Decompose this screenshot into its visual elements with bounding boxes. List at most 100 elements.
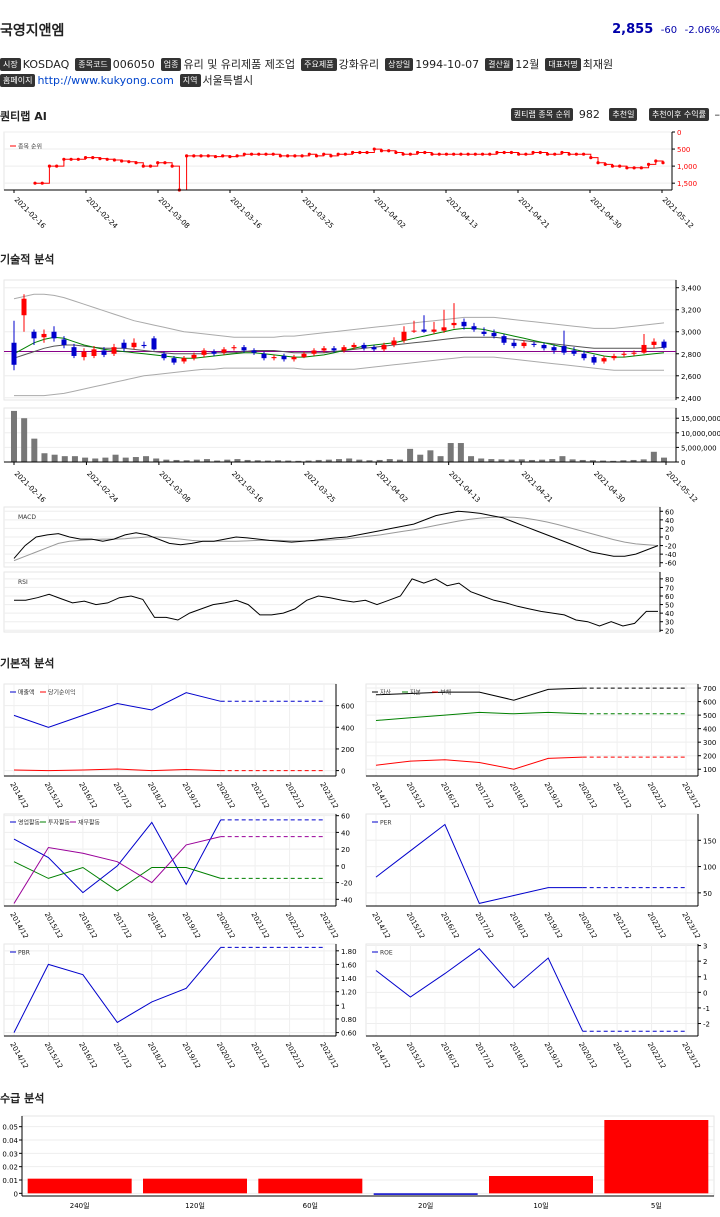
info1-value-4: 1994-10-07 bbox=[415, 58, 480, 71]
rank-point-50 bbox=[394, 150, 398, 155]
candle-body-31 bbox=[321, 348, 327, 351]
section-title-ai: 퀀티랩 AI bbox=[0, 110, 47, 123]
volume-bar-44 bbox=[457, 443, 464, 462]
roe-xlabel-1: 2015/12 bbox=[405, 1041, 426, 1068]
info-row-2: 홈페이지 http://www.kukyong.com 지역 서울특별시 bbox=[0, 72, 720, 88]
rank-point-9 bbox=[98, 157, 102, 161]
cashflow-xlabel-9: 2023/12 bbox=[318, 911, 339, 938]
assets-xlabel-4: 2018/12 bbox=[508, 781, 529, 808]
supply-ylabel-2: 0.02 bbox=[2, 1164, 18, 1172]
volume-bar-27 bbox=[285, 460, 292, 462]
sales-ylabel-2: 400 bbox=[341, 724, 354, 732]
pbr-xlabel-5: 2019/12 bbox=[180, 1041, 201, 1068]
pbr-xlabel-9: 2023/12 bbox=[318, 1041, 339, 1068]
roe-xlabel-8: 2022/12 bbox=[646, 1041, 667, 1068]
rank-point-39 bbox=[314, 154, 319, 158]
candle-body-50 bbox=[511, 342, 517, 347]
candle-body-57 bbox=[581, 353, 587, 359]
rank-point-44 bbox=[351, 150, 355, 155]
macd-ylabel-6: 60 bbox=[665, 508, 674, 516]
rank-point-63 bbox=[488, 152, 492, 156]
pbr-xlabel-7: 2021/12 bbox=[249, 1041, 270, 1068]
rank-point-28 bbox=[235, 154, 239, 158]
candle-body-55 bbox=[561, 346, 567, 353]
rank-point-45 bbox=[358, 150, 362, 155]
sales-xlabel-8: 2022/12 bbox=[284, 781, 305, 808]
candle-body-32 bbox=[331, 348, 337, 351]
volume-bar-51 bbox=[528, 459, 535, 462]
volume-bar-61 bbox=[630, 459, 637, 462]
volume-bar-57 bbox=[589, 460, 596, 462]
volume-bar-0 bbox=[11, 410, 17, 462]
assets-ylabel-5: 600 bbox=[703, 699, 716, 707]
candle-body-41 bbox=[421, 329, 427, 332]
rank-xlabel-6: 2021-04-13 bbox=[445, 196, 479, 230]
candle-body-10 bbox=[111, 347, 117, 354]
info1-tag-1: 종목코드 bbox=[75, 58, 111, 71]
sales-xlabel-0: 2014/12 bbox=[8, 781, 29, 808]
volume-bar-60 bbox=[620, 460, 627, 462]
cashflow-ylabel-1: -20 bbox=[341, 880, 352, 888]
sales-series-0 bbox=[13, 692, 221, 728]
candle-body-16 bbox=[171, 358, 177, 363]
volume-bar-58 bbox=[600, 460, 607, 462]
volume-ylabel-2: 10,000,000 bbox=[681, 430, 720, 438]
pbr-ylabel-4: 1.40 bbox=[341, 975, 357, 983]
info2-value-0[interactable]: http://www.kukyong.com bbox=[37, 74, 174, 87]
per-xlabel-8: 2022/12 bbox=[646, 911, 667, 938]
price-frame bbox=[3, 279, 677, 401]
volume-xlabel-1: 2021-02-24 bbox=[85, 470, 120, 504]
sales-legend-1: 당기순이익 bbox=[48, 689, 76, 697]
rank-point-69 bbox=[531, 150, 535, 155]
roe-ylabel-0: -2 bbox=[703, 1021, 710, 1029]
rsi-ylabel-4: 60 bbox=[665, 593, 674, 601]
candle-body-3 bbox=[41, 333, 47, 338]
assets-xlabel-0: 2014/12 bbox=[370, 781, 391, 808]
cashflow-legend-2: 재무활동 bbox=[78, 819, 101, 827]
candle-body-61 bbox=[621, 353, 627, 355]
candle-body-60 bbox=[611, 355, 617, 359]
info1-value-1: 006050 bbox=[112, 58, 155, 71]
volume-bar-36 bbox=[376, 459, 383, 462]
assets-legend-2: 부채 bbox=[440, 689, 451, 697]
volume-xlabel-8: 2021-04-30 bbox=[592, 470, 626, 504]
cashflow-xlabel-0: 2014/12 bbox=[8, 911, 29, 938]
section-title-supply: 수급 분석 bbox=[0, 1092, 45, 1105]
assets-xlabel-6: 2020/12 bbox=[577, 781, 598, 808]
candle-body-39 bbox=[401, 331, 407, 341]
assets-xlabel-9: 2023/12 bbox=[680, 781, 701, 808]
rank-point-0 bbox=[33, 181, 37, 185]
roe-chart: -2 -1 0 1 2 3 ROE 2014/12 2015/12 2016/12 2017/12 2… bbox=[365, 943, 710, 1068]
per-xlabel-0: 2014/12 bbox=[370, 911, 391, 938]
volume-bar-6 bbox=[71, 456, 78, 462]
assets-xlabel-3: 2017/12 bbox=[474, 781, 495, 808]
rank-point-19 bbox=[170, 164, 174, 168]
assets-ylabel-6: 700 bbox=[703, 685, 716, 693]
volume-bar-53 bbox=[549, 459, 556, 462]
assets-xlabel-2: 2016/12 bbox=[439, 781, 460, 808]
volume-bar-37 bbox=[386, 459, 393, 462]
return-tag: 추천이후 수익률 bbox=[648, 108, 709, 121]
price-ylabel-5: 3,400 bbox=[681, 285, 701, 293]
rank-point-56 bbox=[437, 152, 441, 156]
sales-ylabel-3: 600 bbox=[341, 703, 354, 711]
info1-tag-4: 상장일 bbox=[385, 58, 414, 71]
volume-xlabel-4: 2021-03-25 bbox=[302, 470, 336, 504]
candle-body-24 bbox=[251, 350, 257, 353]
volume-bar-55 bbox=[569, 459, 576, 462]
sales-xlabel-1: 2015/12 bbox=[43, 781, 64, 808]
volume-ylabel-0: 0 bbox=[681, 459, 685, 467]
rec-date-tag: 추천일 bbox=[609, 108, 638, 121]
candle-body-7 bbox=[81, 351, 87, 358]
candle-body-58 bbox=[591, 357, 597, 363]
volume-bar-41 bbox=[427, 450, 434, 462]
rank-xlabel-8: 2021-04-30 bbox=[589, 196, 623, 230]
volume-bar-17 bbox=[183, 460, 190, 462]
candle-body-2 bbox=[31, 331, 37, 339]
per-xlabel-2: 2016/12 bbox=[439, 911, 460, 938]
candle-body-53 bbox=[541, 344, 547, 349]
volume-bar-59 bbox=[610, 460, 617, 462]
rank-point-36 bbox=[293, 154, 297, 158]
per-series-0 bbox=[375, 823, 583, 904]
rank-point-64 bbox=[495, 150, 499, 155]
